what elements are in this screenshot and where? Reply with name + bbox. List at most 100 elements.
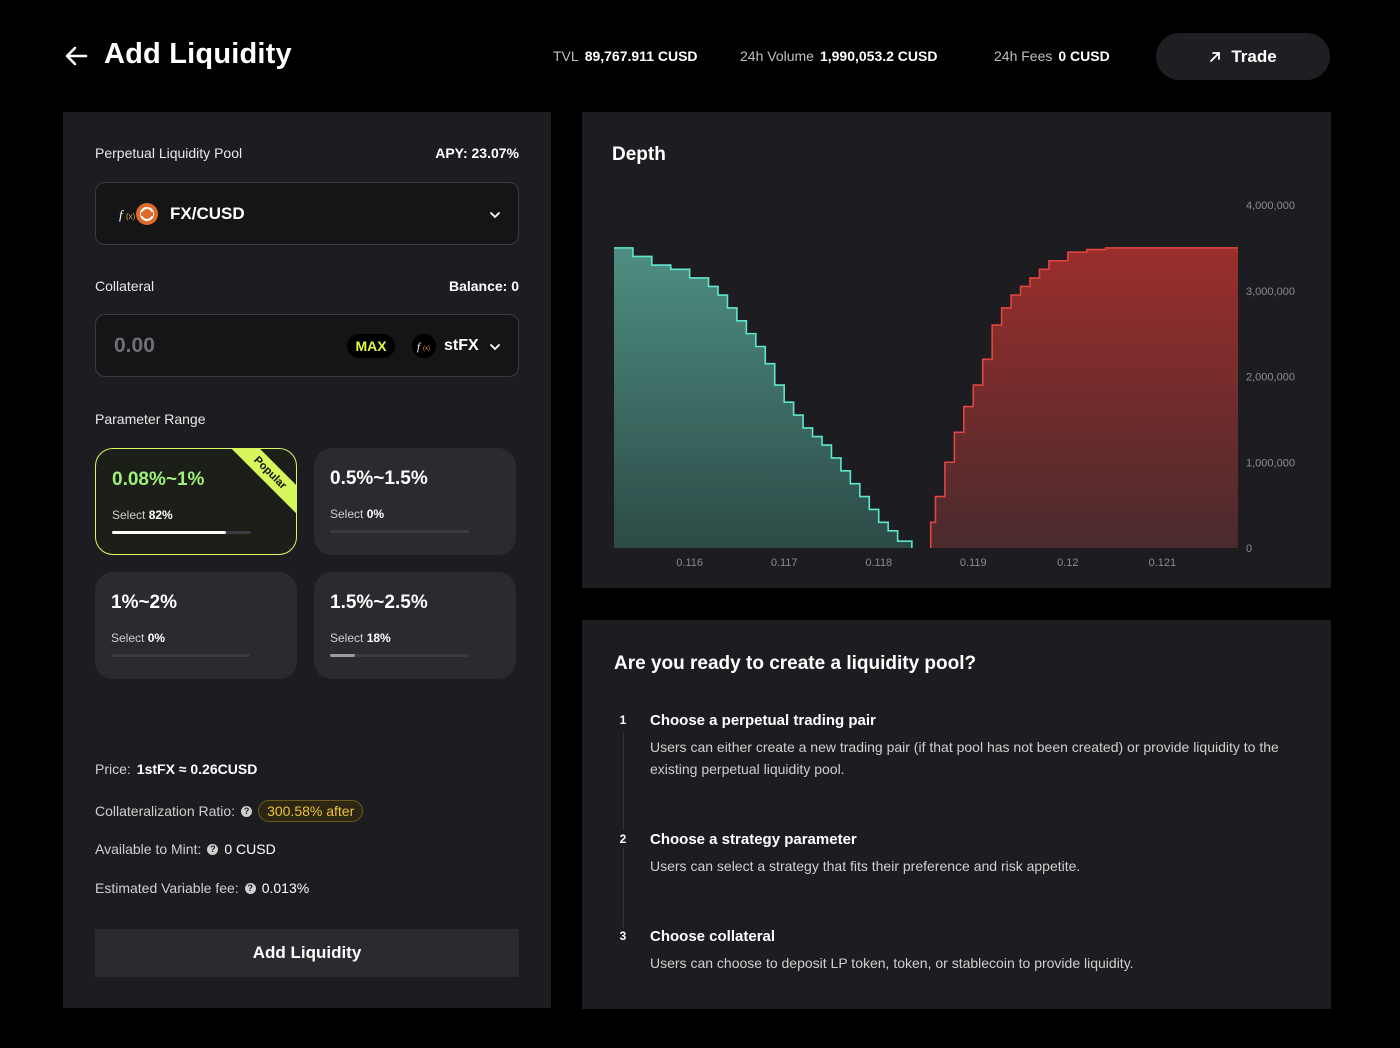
x-tick-label: 0.116 (676, 557, 703, 569)
arrow-up-right-icon (1210, 51, 1221, 62)
range-percent: 0% (366, 507, 385, 521)
bid-depth-area (614, 247, 912, 548)
range-option-4[interactable]: 1.5%~2.5% Select 18% (314, 572, 516, 679)
step-number: 1 (614, 711, 632, 729)
tvl-value: 89,767.911 CUSD (584, 48, 698, 64)
range-value: 1%~2% (111, 592, 178, 613)
help-icon[interactable]: ? (241, 805, 253, 817)
guide-title: Are you ready to create a liquidity pool… (614, 653, 977, 674)
trade-label: Trade (1231, 46, 1277, 66)
tvl-label: TVL (553, 48, 579, 64)
x-tick-label: 0.118 (865, 557, 892, 569)
step-title: Choose a strategy parameter (650, 831, 857, 848)
step-description: Users can select a strategy that fits th… (650, 858, 1081, 874)
x-tick-label: 0.119 (960, 557, 987, 569)
max-button[interactable]: MAX (347, 334, 395, 358)
range-progress-bar (330, 530, 469, 533)
svg-text:f: f (417, 341, 422, 353)
help-icon[interactable]: ? (207, 843, 219, 855)
page-header: Add Liquidity TVL 89,767.911 CUSD 24h Vol… (62, 32, 1332, 80)
selected-pool: FX/CUSD (170, 204, 245, 223)
x-tick-label: 0.117 (771, 557, 798, 569)
y-tick-label: 4,000,000 (1246, 200, 1295, 212)
x-tick-label: 0.12 (1057, 557, 1078, 569)
svg-text:(x): (x) (126, 212, 136, 221)
range-select-text: Select 18% (330, 631, 391, 645)
range-value: 1.5%~2.5% (330, 592, 428, 613)
collateral-input-box: MAX f (x) stFX (95, 314, 519, 377)
bid-depth-line (614, 247, 913, 548)
help-icon[interactable]: ? (244, 882, 256, 894)
back-arrow-icon[interactable] (62, 42, 90, 70)
depth-chart-panel: Depth 0 1,000,000 2,000,000 3,000,000 4,000,… (582, 112, 1331, 588)
ratio-label: Collateralization Ratio: (95, 803, 236, 819)
apy-value: APY: 23.07% (435, 145, 519, 161)
price-label: Price: (95, 761, 131, 777)
chevron-down-icon (490, 212, 500, 219)
range-option-1[interactable]: Popular 0.08%~1% Select 82% (95, 448, 297, 555)
range-value: 0.5%~1.5% (330, 468, 428, 489)
ask-depth-area (930, 247, 1238, 548)
step-title: Choose collateral (650, 928, 776, 945)
select-word: Select (112, 508, 146, 522)
pool-label: Perpetual Liquidity Pool (95, 145, 243, 161)
step-description: Users can either create a new trading pa… (650, 739, 1279, 777)
collateral-token-selector[interactable]: f (x) stFX (412, 331, 508, 361)
svg-text:f: f (119, 207, 125, 222)
volume-value: 1,990,053.2 CUSD (819, 48, 938, 64)
step-number: 3 (614, 927, 632, 945)
add-liquidity-button[interactable]: Add Liquidity (95, 929, 519, 977)
range-option-2[interactable]: 0.5%~1.5% Select 0% (314, 448, 516, 555)
range-progress-fill (112, 531, 226, 534)
range-select-text: Select 0% (330, 507, 384, 521)
volume-stat: 24h Volume 1,990,053.2 CUSD (740, 48, 937, 64)
step-title: Choose a perpetual trading pair (650, 712, 876, 729)
trade-button[interactable]: Trade (1156, 33, 1330, 80)
select-word: Select (330, 631, 364, 645)
ask-depth-line (929, 247, 1238, 548)
step-number: 2 (614, 830, 632, 848)
fee-label: Estimated Variable fee: (95, 880, 239, 896)
fees-value: 0 CUSD (1058, 48, 1110, 64)
depth-title: Depth (612, 144, 666, 165)
fees-label: 24h Fees (994, 48, 1053, 64)
balance-value: Balance: 0 (448, 278, 519, 294)
range-percent: 0% (147, 631, 166, 645)
available-to-mint-row: Available to Mint: ? 0 CUSD (95, 841, 276, 857)
collateral-amount-input[interactable] (114, 331, 314, 361)
collateralization-ratio-row: Collateralization Ratio: ? 300.58% after (95, 800, 364, 822)
variable-fee-row: Estimated Variable fee: ? 0.013% (95, 880, 309, 896)
y-tick-label: 0 (1246, 543, 1252, 555)
pool-dropdown[interactable]: f (x) FX/CUSD (95, 182, 519, 245)
ratio-badge: 300.58% after (258, 800, 364, 822)
step-description: Users can choose to deposit LP token, to… (650, 955, 1134, 971)
range-percent: 82% (148, 508, 173, 522)
range-percent: 18% (366, 631, 391, 645)
parameter-range-label: Parameter Range (95, 411, 206, 427)
depth-chart: 0 1,000,000 2,000,000 3,000,000 4,000,000 0.1… (614, 200, 1295, 569)
range-value: 0.08%~1% (112, 469, 205, 490)
tvl-stat: TVL 89,767.911 CUSD (553, 48, 698, 64)
fees-stat: 24h Fees 0 CUSD (994, 48, 1110, 64)
add-liquidity-form: Perpetual Liquidity Pool APY: 23.07% f (… (63, 112, 551, 1008)
svg-text:(x): (x) (423, 346, 430, 352)
range-progress-bar (330, 654, 469, 657)
collateral-label: Collateral (95, 278, 155, 294)
range-progress-bar (112, 531, 251, 534)
range-progress-bar (111, 654, 250, 657)
y-tick-label: 2,000,000 (1246, 372, 1295, 384)
guide-panel: Are you ready to create a liquidity pool… (582, 620, 1331, 1009)
range-progress-fill (330, 654, 356, 657)
mint-label: Available to Mint: (95, 841, 202, 857)
range-option-3[interactable]: 1%~2% Select 0% (95, 572, 297, 679)
popular-ribbon: Popular (227, 449, 296, 516)
select-word: Select (111, 631, 145, 645)
volume-label: 24h Volume (740, 48, 814, 64)
price-value: 1stFX ≈ 0.26CUSD (136, 761, 258, 777)
y-tick-label: 1,000,000 (1246, 457, 1295, 469)
y-tick-label: 3,000,000 (1246, 286, 1295, 298)
collateral-token-name: stFX (444, 337, 479, 354)
select-word: Select (330, 507, 364, 521)
fx-cusd-pair-icon: f (x) (119, 203, 158, 225)
fee-value: 0.013% (261, 880, 310, 896)
